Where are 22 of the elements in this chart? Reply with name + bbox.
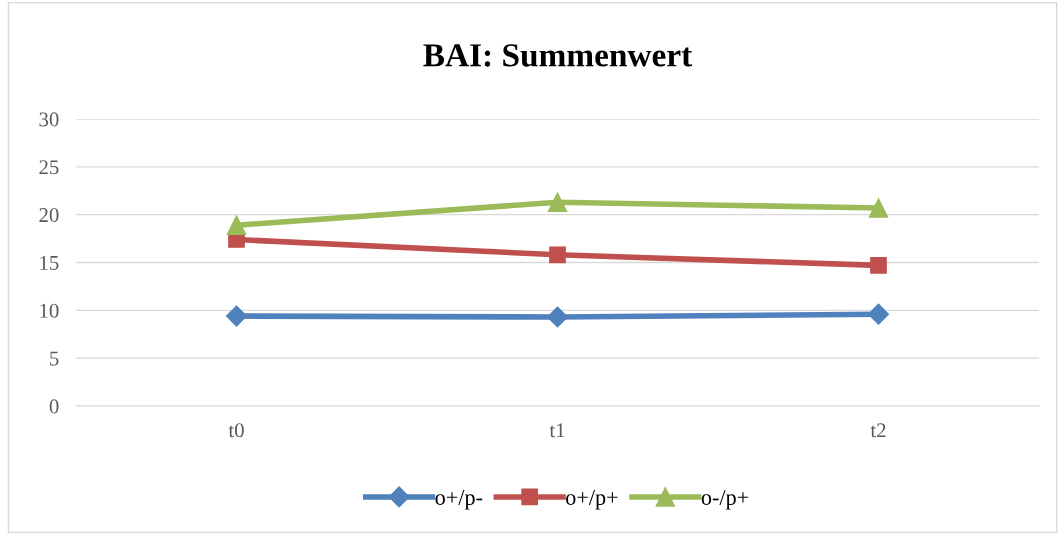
- y-tick-label: 25: [39, 160, 59, 175]
- x-tick-label: t0: [228, 423, 244, 438]
- legend-label: o+/p+: [566, 490, 618, 510]
- legend-label: o+/p-: [435, 490, 483, 510]
- point: [226, 215, 247, 235]
- point: [867, 303, 890, 325]
- y-tick-label: 20: [39, 208, 59, 223]
- y-tick-label: 10: [40, 303, 59, 318]
- chart-title: BAI: Summenwert: [423, 44, 693, 67]
- point: [870, 257, 887, 274]
- point: [547, 192, 568, 212]
- x-tick-label: t1: [549, 423, 565, 438]
- point: [546, 306, 569, 328]
- y-tick-label: 5: [50, 351, 59, 366]
- x-tick-label: t2: [870, 423, 886, 438]
- point: [225, 305, 248, 327]
- y-tick-label: 0: [49, 399, 59, 414]
- y-tick-label: 30: [39, 112, 59, 127]
- point: [549, 246, 566, 264]
- y-tick-label: 15: [40, 255, 59, 270]
- legend-label: o-/p+: [701, 490, 749, 510]
- point: [868, 198, 889, 218]
